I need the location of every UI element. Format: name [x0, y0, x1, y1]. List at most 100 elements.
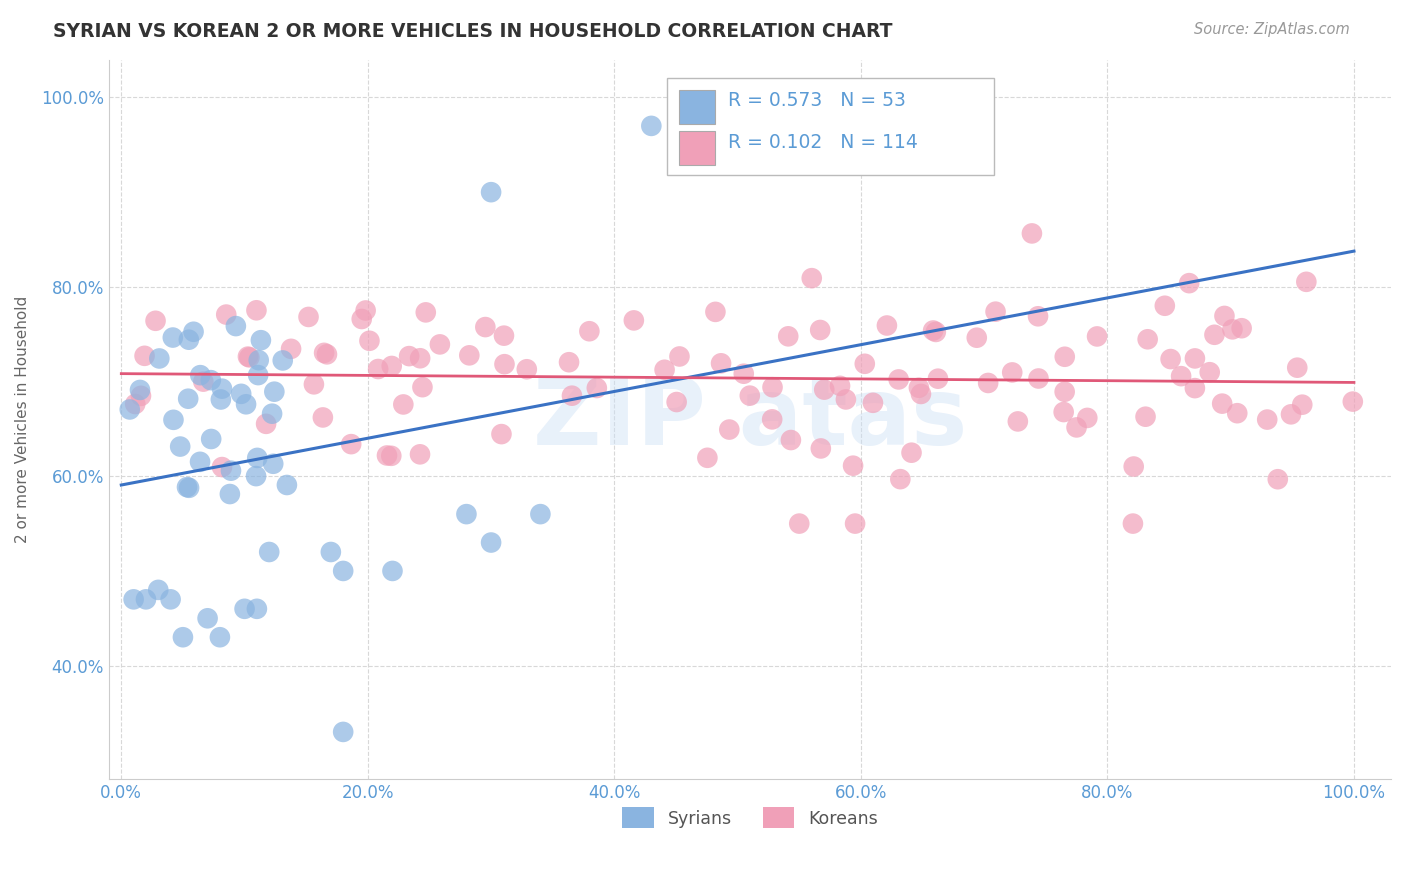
Point: [215, 308, 238, 322]
Point: [456, 507, 478, 521]
Point: [122, 592, 145, 607]
Point: [585, 381, 607, 395]
Point: [623, 313, 645, 327]
Point: [245, 303, 267, 318]
Point: [172, 630, 194, 644]
Point: [491, 427, 513, 442]
Point: [966, 331, 988, 345]
Point: [177, 481, 200, 495]
Point: [246, 602, 269, 616]
Point: [280, 342, 302, 356]
Point: [381, 564, 404, 578]
Point: [312, 410, 335, 425]
Text: R = 0.573   N = 53: R = 0.573 N = 53: [728, 91, 905, 110]
Point: [392, 397, 415, 411]
Point: [319, 545, 342, 559]
Point: [1198, 365, 1220, 379]
Point: [1291, 398, 1313, 412]
Point: [1170, 369, 1192, 384]
Point: [145, 314, 167, 328]
Point: [876, 318, 898, 333]
Text: ZIP atas: ZIP atas: [533, 374, 967, 466]
Point: [1211, 397, 1233, 411]
Point: [176, 480, 198, 494]
Point: [297, 310, 319, 324]
Point: [889, 472, 911, 486]
Point: [808, 323, 831, 337]
Point: [183, 325, 205, 339]
Point: [208, 630, 231, 644]
Point: [135, 592, 157, 607]
Point: [474, 320, 496, 334]
Point: [828, 379, 851, 393]
Point: [1279, 407, 1302, 421]
Point: [1153, 299, 1175, 313]
Point: [200, 373, 222, 387]
Point: [922, 324, 945, 338]
Point: [367, 362, 389, 376]
Point: [162, 330, 184, 344]
Point: [844, 516, 866, 531]
Point: [1066, 420, 1088, 434]
Point: [233, 602, 256, 616]
Point: [129, 389, 152, 403]
Y-axis label: 2 or more Vehicles in Household: 2 or more Vehicles in Household: [15, 296, 30, 543]
Point: [479, 185, 502, 199]
Point: [302, 377, 325, 392]
Point: [211, 460, 233, 475]
Point: [1267, 472, 1289, 486]
Point: [276, 478, 298, 492]
Point: [810, 442, 832, 456]
Point: [761, 412, 783, 426]
Point: [257, 545, 280, 559]
Point: [479, 535, 502, 549]
Point: [148, 582, 170, 597]
Point: [908, 381, 931, 395]
Point: [778, 329, 800, 343]
Point: [640, 119, 662, 133]
Point: [1053, 350, 1076, 364]
Bar: [679, 131, 716, 165]
Point: [977, 376, 1000, 390]
Text: SYRIAN VS KOREAN 2 OR MORE VEHICLES IN HOUSEHOLD CORRELATION CHART: SYRIAN VS KOREAN 2 OR MORE VEHICLES IN H…: [53, 22, 893, 41]
Point: [494, 357, 516, 371]
FancyBboxPatch shape: [666, 78, 994, 175]
Text: R = 0.102   N = 114: R = 0.102 N = 114: [728, 133, 918, 152]
Point: [835, 392, 858, 407]
Point: [813, 383, 835, 397]
Point: [246, 450, 269, 465]
Point: [177, 333, 200, 347]
Point: [665, 395, 688, 409]
Point: [314, 346, 336, 360]
Point: [558, 355, 581, 369]
Point: [375, 449, 398, 463]
Legend: Syrians, Koreans: Syrians, Koreans: [616, 800, 884, 835]
Point: [458, 348, 481, 362]
Point: [516, 362, 538, 376]
Point: [188, 368, 211, 383]
Point: [710, 356, 733, 370]
Point: [211, 382, 233, 396]
Point: [188, 455, 211, 469]
Point: [1085, 329, 1108, 343]
Point: [1076, 411, 1098, 425]
Point: [193, 375, 215, 389]
Point: [225, 319, 247, 334]
Point: [1021, 227, 1043, 241]
Point: [1256, 412, 1278, 426]
Point: [359, 334, 381, 348]
Point: [235, 397, 257, 411]
Bar: [679, 90, 716, 124]
Point: [332, 725, 354, 739]
Point: [1230, 321, 1253, 335]
Point: [209, 392, 232, 407]
Point: [148, 351, 170, 366]
Point: [340, 437, 363, 451]
Point: [925, 325, 948, 339]
Point: [247, 368, 270, 383]
Point: [245, 469, 267, 483]
Point: [718, 423, 741, 437]
Point: [927, 372, 949, 386]
Point: [429, 337, 451, 351]
Point: [780, 433, 803, 447]
